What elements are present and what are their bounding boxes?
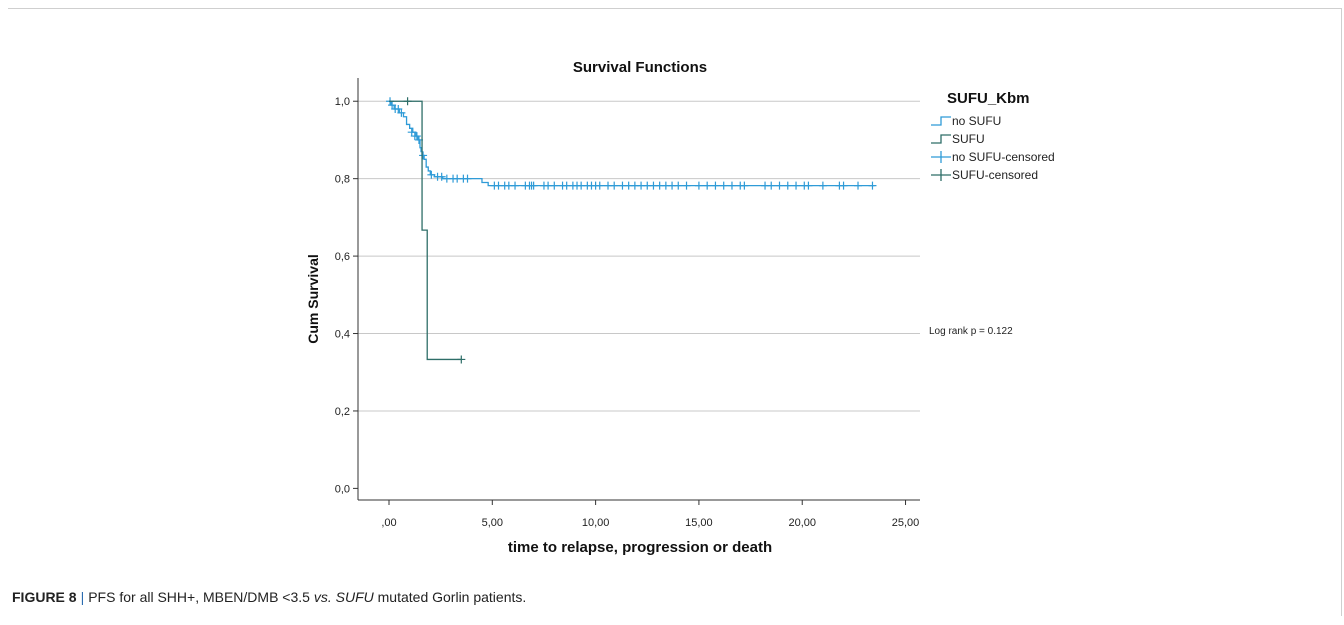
x-axis-title: time to relapse, progression or death: [508, 539, 772, 556]
y-tick-label: 0,0: [335, 483, 350, 495]
censor-mark: [775, 181, 784, 190]
y-tick-label: 0,8: [335, 174, 350, 186]
axes: [357, 78, 920, 501]
censor-mark: [727, 181, 736, 190]
censor-mark: [595, 181, 604, 190]
series-group: [386, 97, 877, 364]
y-tick-label: 0,4: [335, 329, 350, 341]
censor-mark: [550, 181, 559, 190]
censor-mark: [463, 174, 472, 183]
figure-frame: [8, 8, 1342, 616]
y-axis-title: Cum Survival: [305, 254, 321, 343]
caption-gene: SUFU: [335, 589, 374, 605]
censor-mark: [818, 181, 827, 190]
caption-text-after: mutated Gorlin patients.: [373, 589, 527, 605]
x-tick-label: 20,00: [788, 517, 816, 529]
censor-mark: [740, 181, 749, 190]
x-tick-label: 5,00: [482, 517, 503, 529]
legend-title: SUFU_Kbm: [947, 90, 1030, 107]
censor-mark: [682, 181, 691, 190]
x-ticks: ,00 5,00 10,00 15,00 20,00 25,00: [381, 500, 919, 529]
y-tick-label: 0,6: [335, 251, 350, 263]
censor-mark: [719, 181, 728, 190]
censor-mark: [694, 181, 703, 190]
legend-step-swatch: [931, 134, 951, 144]
censor-mark: [854, 181, 863, 190]
legend-entry-label: SUFU: [952, 132, 985, 146]
legend-entry-label: no SUFU: [952, 114, 1001, 128]
censor-mark: [412, 132, 421, 141]
censor-mark: [419, 151, 428, 160]
censor-mark: [529, 181, 538, 190]
caption-vs: vs.: [313, 589, 332, 605]
figure-label: FIGURE 8: [12, 589, 77, 605]
censor-mark: [397, 108, 406, 117]
legend-censor-swatch: [931, 151, 951, 163]
legend-censor-swatch: [931, 169, 951, 181]
censor-mark: [427, 170, 436, 179]
y-tick-label: 1,0: [335, 96, 350, 108]
censor-mark: [437, 172, 446, 181]
log-rank-annotation: Log rank p = 0.122: [929, 326, 1013, 337]
x-tick-label: 25,00: [892, 517, 920, 529]
censor-mark: [767, 181, 776, 190]
y-tick-label: 0,2: [335, 406, 350, 418]
x-tick-label: ,00: [381, 517, 396, 529]
censor-mark: [403, 97, 412, 106]
series-line-sufu: [388, 100, 462, 361]
censor-mark: [839, 181, 848, 190]
censor-mark: [511, 181, 520, 190]
legend-step-swatch: [931, 116, 951, 126]
legend-entry-label: no SUFU-censored: [952, 150, 1055, 164]
censor-mark: [457, 355, 466, 364]
censor-mark: [783, 181, 792, 190]
caption-text-before: PFS for all SHH+, MBEN/DMB <3.5: [88, 589, 314, 605]
x-tick-label: 10,00: [582, 517, 610, 529]
censor-mark: [674, 181, 683, 190]
grid-lines: [358, 100, 920, 412]
series-line-no_sufu: [388, 100, 875, 187]
legend: SUFU_Kbm no SUFU SUFU no SUFU-censored SUFU…: [931, 90, 1055, 182]
censor-mark: [868, 181, 877, 190]
censor-mark: [792, 181, 801, 190]
censor-mark: [703, 181, 712, 190]
censor-mark: [610, 181, 619, 190]
chart-title: Survival Functions: [573, 59, 707, 76]
caption-separator: |: [80, 589, 85, 605]
y-ticks: 0,0 0,2 0,4 0,6 0,8 1,0: [335, 96, 358, 495]
censor-mark: [711, 181, 720, 190]
censor-mark: [804, 181, 813, 190]
legend-entry-label: SUFU-censored: [952, 168, 1038, 182]
figure-caption: FIGURE 8 | PFS for all SHH+, MBEN/DMB <3.5…: [12, 589, 526, 605]
x-tick-label: 15,00: [685, 517, 713, 529]
